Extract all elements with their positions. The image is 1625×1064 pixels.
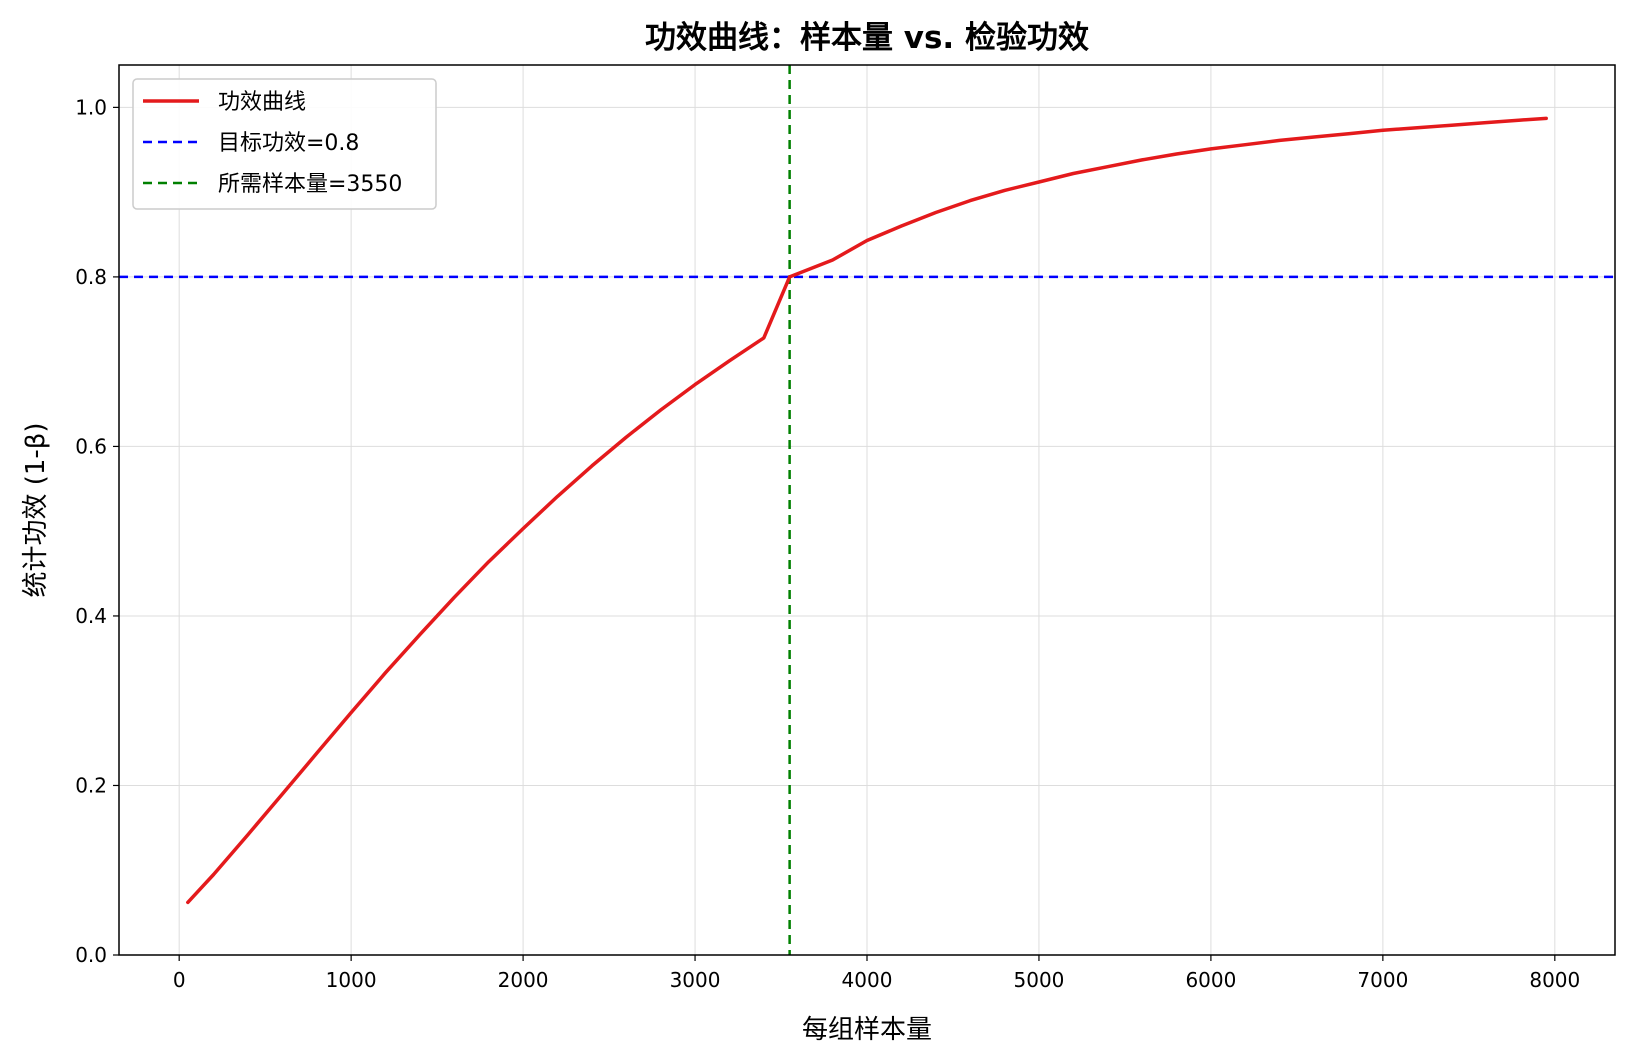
y-tick-label: 0.2 [75,773,107,797]
x-axis-label: 每组样本量 [802,1015,932,1045]
x-tick-label: 2000 [498,968,549,992]
power-curve-line [186,116,1548,905]
y-tick-label: 0.4 [75,604,107,628]
y-tick-label: 1.0 [75,95,107,119]
legend: 功效曲线 目标功效=0.8 所需样本量=3550 [132,78,437,210]
x-tick-label: 1000 [326,968,377,992]
x-tick-label: 4000 [842,968,893,992]
y-tick-label: 0.0 [75,943,107,967]
y-tick-label: 0.6 [75,434,107,458]
x-tick-label: 6000 [1185,968,1236,992]
legend-box [132,78,437,210]
x-tick-label: 3000 [670,968,721,992]
axis-ticks: 0 1000 2000 3000 4000 5000 6000 7000 8000 0.0 0.2 0… [75,95,1580,992]
x-tick-label: 7000 [1357,968,1408,992]
y-axis-label: 统计功效 (1-β) [21,422,51,597]
legend-label-power-curve: 功效曲线 [218,90,306,115]
x-tick-label: 5000 [1014,968,1065,992]
reference-lines [119,65,1615,955]
legend-label-target-power: 目标功效=0.8 [218,131,359,156]
x-tick-label: 0 [173,968,186,992]
series-layer [186,116,1548,905]
y-tick-label: 0.8 [75,265,107,289]
x-tick-label: 8000 [1529,968,1580,992]
legend-label-required-sample-size: 所需样本量=3550 [218,172,402,197]
chart-title: 功效曲线：样本量 vs. 检验功效 [645,20,1089,56]
